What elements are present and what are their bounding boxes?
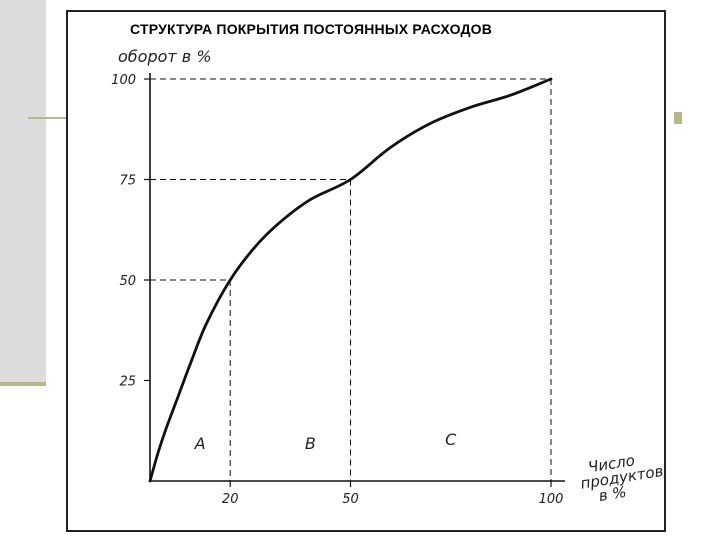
x-tick-label: 100 <box>539 492 564 507</box>
series-group <box>148 77 553 483</box>
region-label: А <box>194 434 206 453</box>
axes <box>149 73 565 482</box>
series-line-turnover <box>148 77 553 483</box>
x-axis-title: Числопродуктовв % <box>577 447 667 508</box>
ticks: 25 50 75 100 20 50 100 <box>111 73 563 507</box>
side-panel <box>0 0 46 386</box>
decorative-rule <box>28 117 66 119</box>
x-tick-label: 20 <box>222 492 239 507</box>
guide-lines <box>150 78 552 481</box>
y-tick-label: 25 <box>119 375 136 390</box>
y-tick-label: 75 <box>119 174 136 189</box>
decorative-marker <box>674 112 682 124</box>
figure-frame <box>66 10 666 532</box>
x-axis-title-line: в % <box>597 483 627 505</box>
y-tick-label: 50 <box>119 274 136 289</box>
chart-title: СТРУКТУРА ПОКРЫТИЯ ПОСТОЯННЫХ РАСХОДОВ <box>130 21 493 37</box>
region-label: С <box>445 430 457 449</box>
y-tick-label: 100 <box>111 73 136 88</box>
x-tick-label: 50 <box>342 492 359 507</box>
y-axis-title: оборот в % <box>118 47 212 66</box>
region-label: В <box>305 434 316 453</box>
